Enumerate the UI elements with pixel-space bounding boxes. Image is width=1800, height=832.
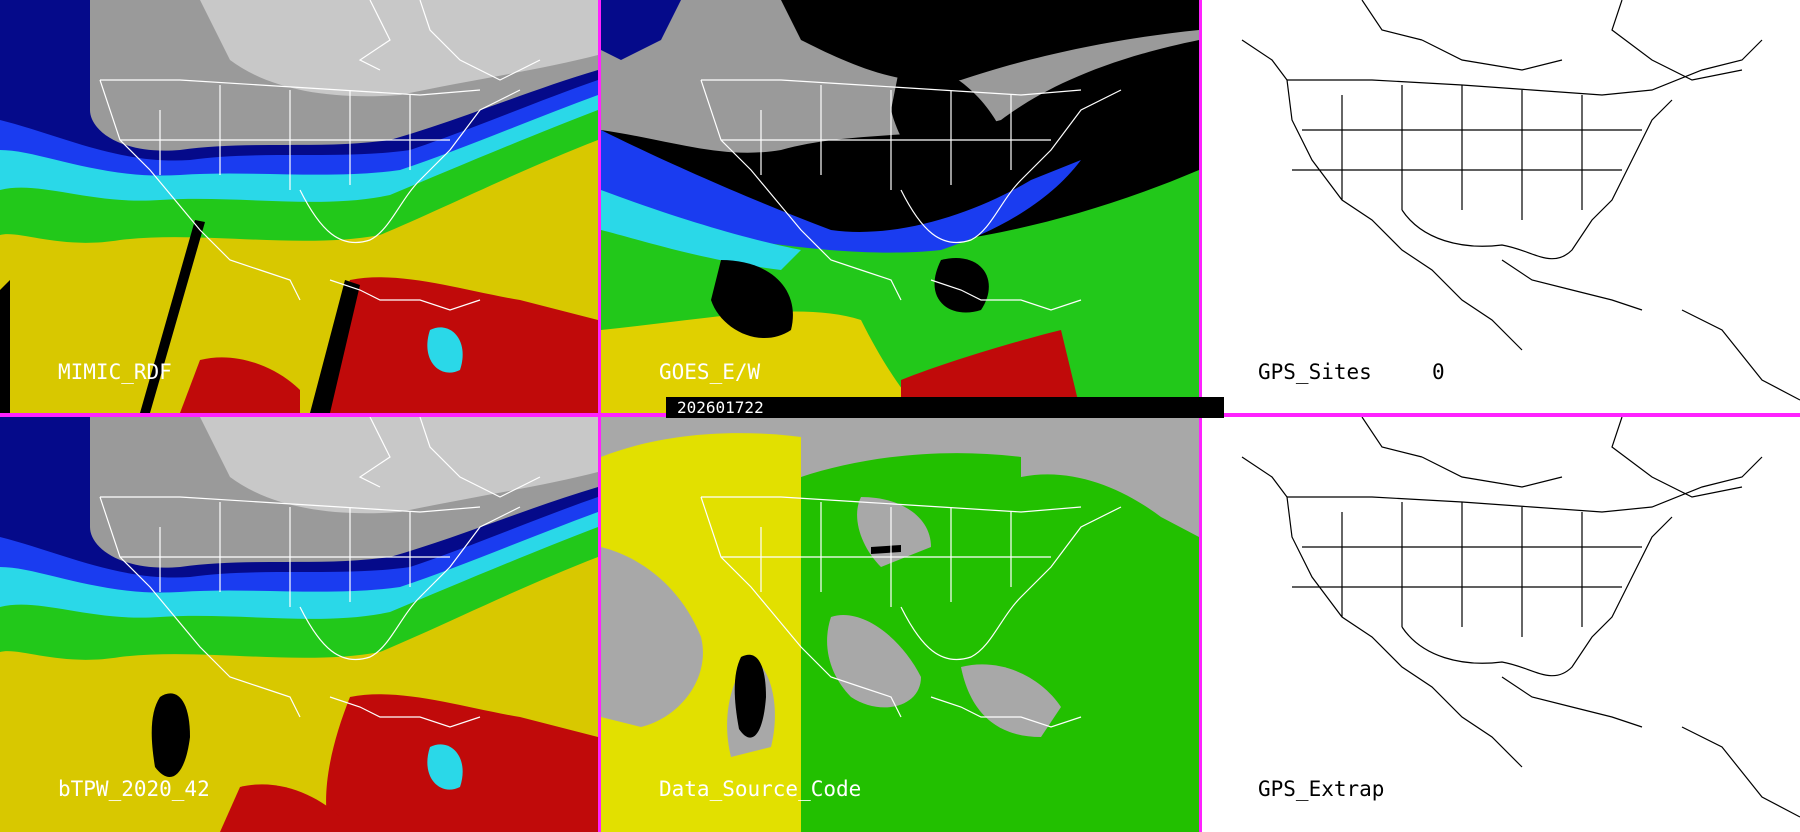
panel-gps-sites: GPS_Sites 0 bbox=[1202, 0, 1800, 413]
panel-label: MIMIC_RDF bbox=[58, 360, 172, 384]
panel-label: Data_Source_Code bbox=[659, 777, 862, 801]
tpw-field-map-masked bbox=[601, 0, 1199, 413]
panel-btpw: bTPW_2020_42 bbox=[0, 417, 598, 832]
panel-gps-extrap: GPS_Extrap bbox=[1202, 417, 1800, 832]
panel-label: GPS_Sites bbox=[1258, 360, 1372, 384]
outline-map bbox=[1241, 417, 1800, 818]
panel-data-source-code: Data_Source_Code bbox=[601, 417, 1199, 832]
panel-mimic-rdf: MIMIC_RDF bbox=[0, 0, 598, 413]
outline-map bbox=[1241, 0, 1800, 401]
panel-label: GPS_Extrap bbox=[1258, 777, 1385, 801]
panel-label: GOES_E/W bbox=[659, 360, 761, 384]
gps-site-count: 0 bbox=[1432, 360, 1445, 384]
timestamp-bar bbox=[666, 397, 1224, 418]
tpw-field-map bbox=[0, 0, 598, 413]
panel-goes-ew: GOES_E/W bbox=[601, 0, 1199, 413]
source-code-map bbox=[601, 417, 1199, 832]
tpw-field-map bbox=[0, 417, 598, 832]
panel-label: bTPW_2020_42 bbox=[58, 777, 210, 801]
timestamp-text: 202601722 bbox=[677, 398, 764, 417]
